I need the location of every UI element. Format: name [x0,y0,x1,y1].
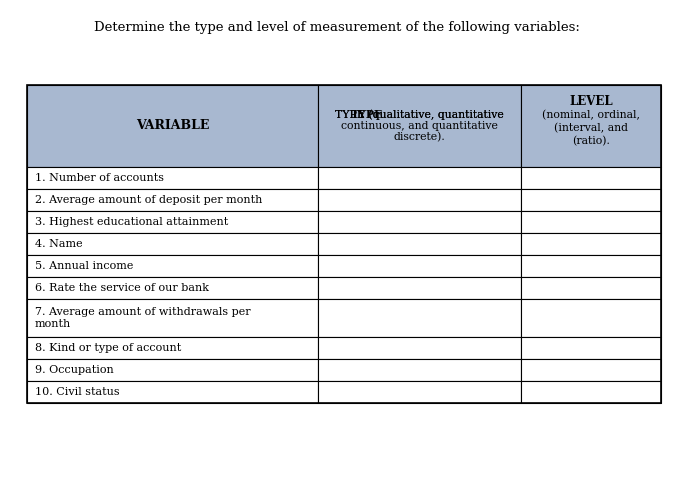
Bar [27,233,318,255]
Bar [27,85,318,167]
Bar [318,233,521,255]
Text: VARIABLE: VARIABLE [136,119,210,133]
Bar [521,167,661,189]
Text: 9. Occupation: 9. Occupation [35,365,114,375]
Text: 5. Annual income: 5. Annual income [35,261,133,271]
Bar [521,299,661,337]
Bar [27,167,318,189]
Text: TYPE (qualitative, quantitative: TYPE (qualitative, quantitative [336,109,504,120]
Bar [521,85,661,167]
Bar [318,189,521,211]
Bar [318,85,521,167]
Bar [318,255,521,277]
Text: 8. Kind or type of account: 8. Kind or type of account [35,343,181,353]
Bar [318,381,521,403]
Bar [27,255,318,277]
Bar [318,299,521,337]
Text: LEVEL: LEVEL [569,94,613,108]
Text: (ratio).: (ratio). [572,136,610,146]
Text: Determine the type and level of measurement of the following variables:: Determine the type and level of measurem… [94,21,580,34]
Bar [318,337,521,359]
Text: 4. Name: 4. Name [35,239,83,249]
Bar [521,189,661,211]
Text: 2. Average amount of deposit per month: 2. Average amount of deposit per month [35,195,262,205]
Bar [318,167,521,189]
Text: (nominal, ordinal,: (nominal, ordinal, [542,110,640,120]
Bar [27,189,318,211]
Text: TYPE (qualitative, quantitative: TYPE (qualitative, quantitative [326,109,514,120]
Text: 7. Average amount of withdrawals per
month: 7. Average amount of withdrawals per mon… [35,307,251,329]
Bar [27,381,318,403]
Bar [27,299,318,337]
Text: TYPE (qualitative, quantitative: TYPE (qualitative, quantitative [336,109,504,120]
Text: 1. Number of accounts: 1. Number of accounts [35,173,164,183]
Bar [521,277,661,299]
Bar [27,337,318,359]
Text: TYPE: TYPE [351,109,383,120]
Bar [521,255,661,277]
Text: (interval, and: (interval, and [554,123,627,133]
Bar [318,211,521,233]
Text: continuous, and quantitative: continuous, and quantitative [341,121,498,131]
Bar [27,211,318,233]
Bar [318,277,521,299]
Bar [27,85,661,403]
Bar [318,359,521,381]
Text: discrete).: discrete). [394,132,446,143]
Text: 6. Rate the service of our bank: 6. Rate the service of our bank [35,283,209,293]
Bar [27,359,318,381]
Bar [521,381,661,403]
Text: 3. Highest educational attainment: 3. Highest educational attainment [35,217,228,227]
Bar [521,211,661,233]
Text: 10. Civil status: 10. Civil status [35,387,120,397]
Bar [521,337,661,359]
Bar [521,233,661,255]
Bar [27,277,318,299]
Bar [521,359,661,381]
